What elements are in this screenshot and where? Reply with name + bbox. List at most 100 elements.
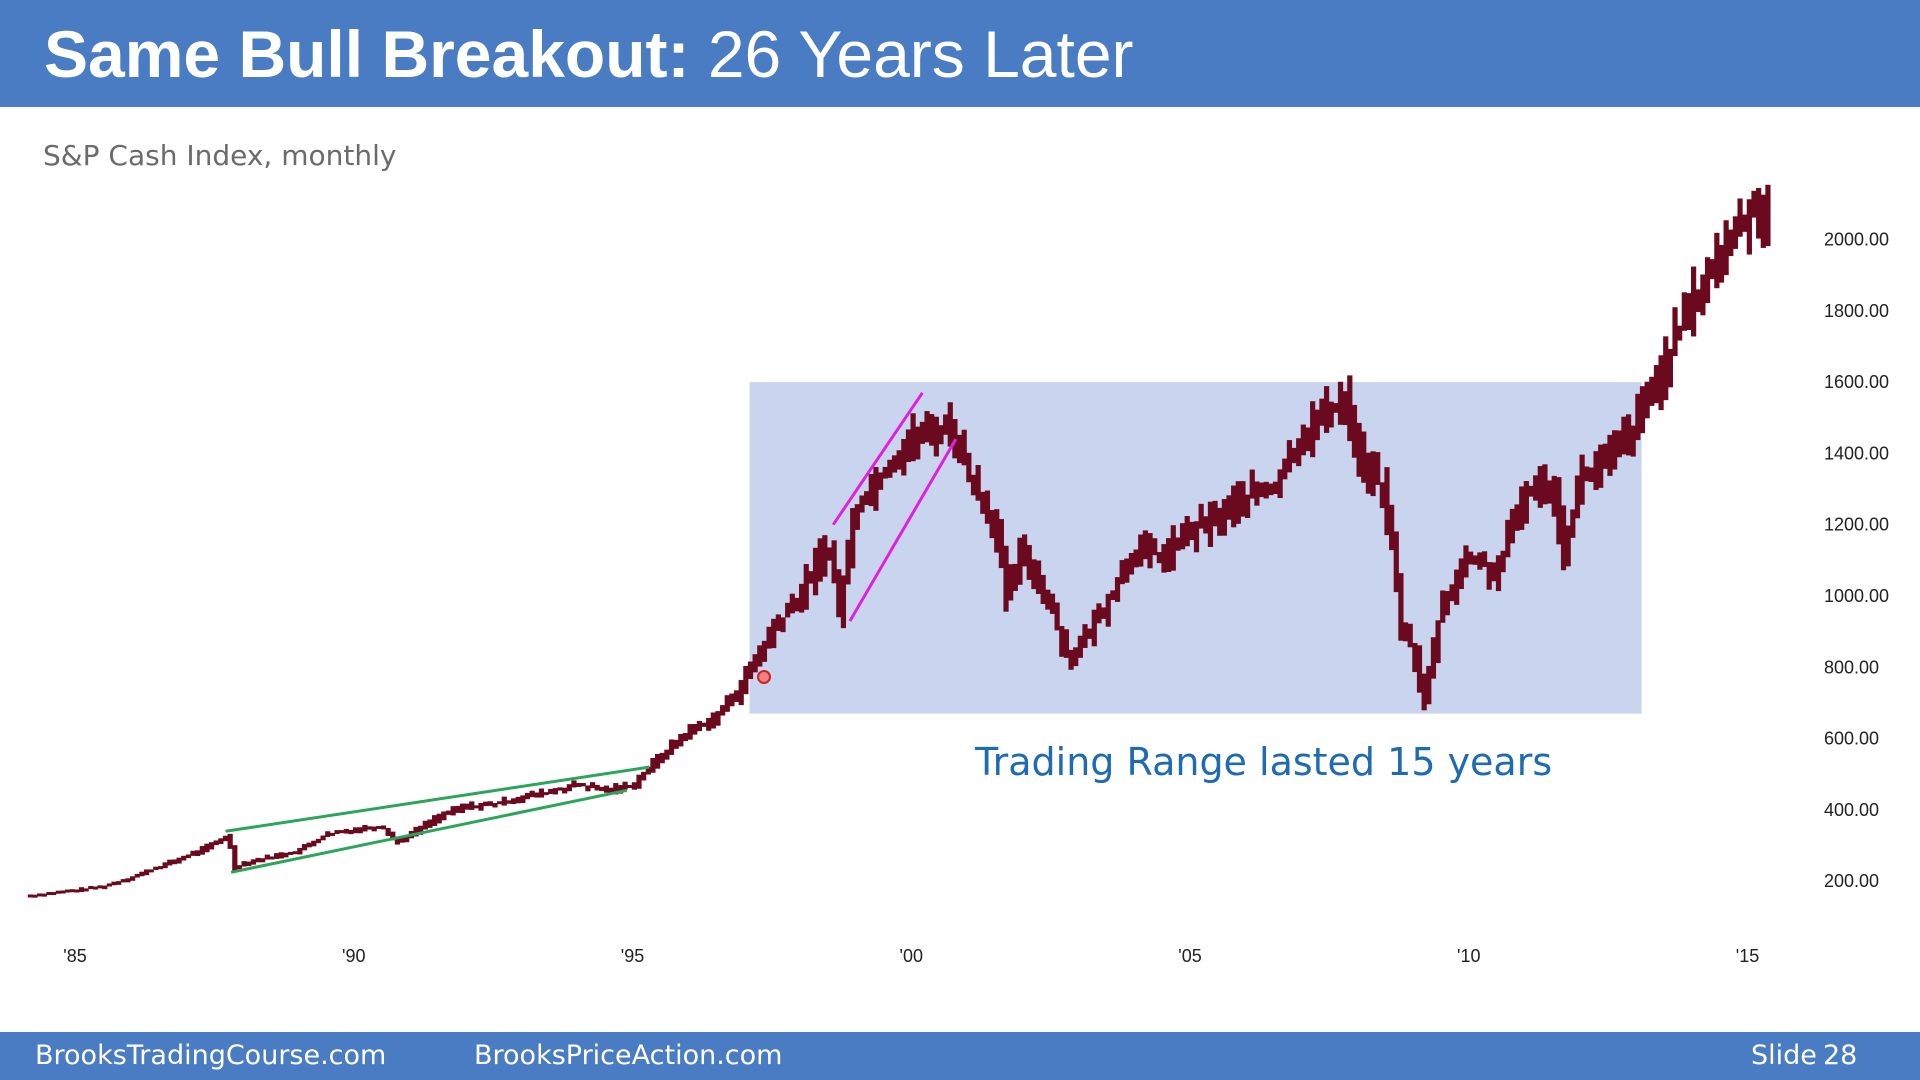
price-bar [1379,482,1385,509]
price-bar [1328,401,1334,428]
channel-line-upper [225,765,650,833]
price-bar [692,724,698,735]
price-bar [1537,466,1543,508]
price-bar [464,803,470,810]
price-bar [292,851,298,855]
price-bar [961,429,967,466]
price-bar [1686,293,1692,330]
price-bar [120,879,126,883]
price-bar [1351,404,1358,458]
price-bar [794,597,800,612]
price-bar [1296,438,1302,467]
price-bar [64,889,71,893]
price-bar [1751,190,1757,218]
price-bar [83,888,89,892]
price-bar [1649,376,1655,406]
price-bar [1426,665,1432,705]
price-bar [738,680,744,706]
price-bar [1054,602,1060,631]
price-bar [1416,645,1423,693]
price-bar [1607,434,1613,476]
price-bar [343,828,349,834]
price-bar [943,414,949,435]
price-bar [831,540,837,584]
price-bar [1602,443,1608,469]
price-bar [492,803,498,808]
title-bold-part: Same Bull Breakout: [44,17,690,91]
price-bar [1110,590,1116,601]
price-bar [167,859,173,866]
price-bar [947,402,953,447]
price-bar [213,840,219,846]
price-bar [817,538,823,582]
price-bar [371,826,377,832]
price-bar [854,504,860,530]
price-bar [1737,198,1743,237]
price-bar [743,665,749,695]
price-bar [780,617,786,633]
price-bar [320,835,326,841]
price-bar [966,452,972,483]
price-bar [1756,187,1762,239]
footer-site-1[interactable]: BrooksTradingCourse.com [35,1040,387,1071]
price-bar [1063,629,1070,658]
price-bar [808,571,814,584]
price-bar [933,416,939,457]
price-bar [436,813,442,824]
price-bar [390,831,396,841]
price-bar [566,784,572,792]
price-bar [664,749,670,760]
price-bar [1444,591,1450,616]
price-bar [1732,216,1739,249]
price-bar [1523,481,1529,524]
price-bar [622,781,628,790]
price-bar [543,792,549,796]
price-bar [78,887,85,893]
price-bar [176,857,182,864]
price-bar [924,411,930,443]
price-bar [441,811,447,821]
price-bar [659,752,665,764]
price-bar [706,717,712,731]
price-bar [1319,398,1325,426]
price-bar [139,871,145,877]
price-bar [1138,534,1144,567]
price-bar [1258,482,1265,498]
price-bar [919,421,925,444]
price-bar [1128,552,1135,575]
price-bar [538,788,545,798]
price-bar [1598,444,1604,488]
price-bar [789,593,795,614]
price-bar [1049,593,1056,614]
price-bar [984,490,991,524]
footer-site-2[interactable]: BrooksPriceAction.com [474,1040,783,1071]
price-bar [97,885,103,889]
price-bar [1175,537,1181,551]
y-tick-label: 1200.00 [1824,515,1889,535]
price-bar [850,508,856,569]
price-bar [1203,516,1209,534]
price-bar [534,792,540,798]
price-bar [157,866,164,870]
price-bar [682,733,689,742]
price-bar [1565,525,1571,567]
price-bar [975,465,981,501]
price-bar [116,881,122,885]
price-bar [1235,481,1241,524]
price-bar [1198,503,1204,529]
price-bar [970,474,977,496]
x-tick-label: '15 [1736,946,1759,966]
price-bar [1458,558,1464,590]
price-bar [1709,259,1715,280]
price-bar [27,894,33,898]
price-bar [1068,649,1074,670]
price-bar [1495,555,1502,592]
price-bar [348,830,354,835]
price-bar [1286,440,1293,473]
price-bar [1323,386,1330,433]
price-bar [775,614,781,631]
price-bar [455,805,461,813]
x-tick-label: '85 [63,946,86,966]
price-bar [1551,475,1557,517]
price-bar [357,827,363,834]
